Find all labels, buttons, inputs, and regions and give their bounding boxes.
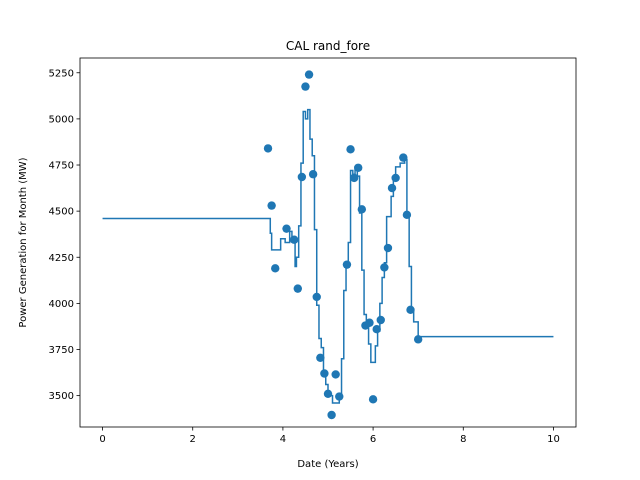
x-tick-label: 0 bbox=[99, 434, 105, 445]
data-point bbox=[335, 392, 344, 401]
x-tick-label: 4 bbox=[280, 434, 286, 445]
y-tick-label: 5250 bbox=[49, 68, 74, 79]
forecast-step-line bbox=[102, 108, 554, 404]
data-point bbox=[399, 153, 408, 162]
data-point bbox=[320, 369, 329, 378]
data-point bbox=[402, 210, 412, 220]
data-point bbox=[383, 243, 393, 253]
data-point bbox=[376, 315, 385, 325]
data-point bbox=[346, 145, 355, 154]
data-point bbox=[316, 353, 325, 363]
data-point bbox=[271, 264, 280, 273]
y-tick-label: 4500 bbox=[49, 207, 74, 218]
data-point bbox=[413, 335, 423, 344]
data-point bbox=[312, 292, 321, 302]
y-tick-label: 4000 bbox=[49, 299, 74, 310]
data-point bbox=[267, 201, 276, 210]
data-point bbox=[387, 183, 397, 193]
axes-frame bbox=[79, 57, 577, 428]
data-point bbox=[372, 325, 381, 334]
plot-area bbox=[102, 70, 554, 420]
y-tick-label: 3500 bbox=[49, 391, 74, 402]
data-point bbox=[323, 389, 333, 398]
y-tick-label: 4750 bbox=[49, 161, 74, 172]
x-tick-label: 2 bbox=[190, 434, 196, 445]
data-point bbox=[380, 263, 389, 272]
data-point bbox=[293, 284, 302, 293]
y-axis-label: Power Generation for Month (MW) bbox=[18, 157, 29, 327]
data-point bbox=[342, 260, 352, 269]
x-tick-label: 8 bbox=[460, 434, 466, 445]
data-point bbox=[308, 170, 318, 179]
data-point bbox=[365, 318, 374, 327]
data-point bbox=[304, 70, 314, 79]
data-point bbox=[289, 235, 299, 244]
x-tick-label: 10 bbox=[547, 434, 560, 445]
data-point bbox=[357, 205, 367, 214]
data-point bbox=[349, 173, 359, 183]
x-tick-label: 6 bbox=[370, 434, 376, 445]
chart-title: CAL rand_fore bbox=[286, 39, 370, 53]
data-point bbox=[327, 410, 336, 420]
axis-ticks: 0 2 4 6 8 10 3500 3750 4000 4250 4500 4750 5000 5250 bbox=[49, 68, 560, 445]
x-axis-label: Date (Years) bbox=[297, 459, 358, 470]
y-tick-label: 3750 bbox=[49, 345, 74, 356]
data-point bbox=[301, 82, 310, 91]
data-point bbox=[282, 224, 291, 233]
data-point bbox=[263, 144, 273, 153]
data-point bbox=[331, 370, 340, 379]
data-point bbox=[406, 305, 415, 315]
data-point bbox=[297, 172, 307, 182]
data-point bbox=[391, 173, 400, 183]
y-tick-label: 4250 bbox=[49, 253, 74, 264]
data-point bbox=[354, 163, 363, 172]
y-tick-label: 5000 bbox=[49, 114, 74, 125]
data-point bbox=[368, 395, 378, 404]
